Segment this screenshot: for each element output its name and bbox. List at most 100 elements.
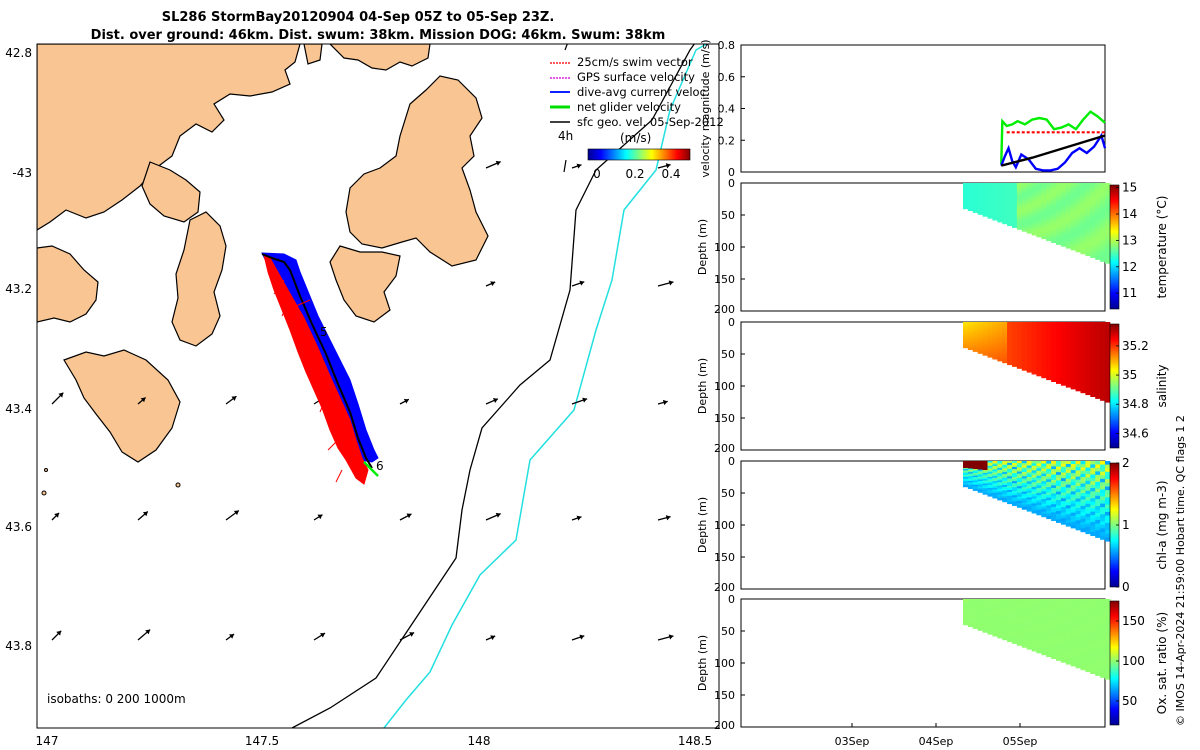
section-cell [1007, 624, 1013, 627]
section-cell [1100, 336, 1106, 341]
section-cell [1070, 626, 1076, 630]
section-cell [1085, 219, 1091, 224]
section-cell [1070, 340, 1076, 344]
section-cell [1031, 599, 1037, 602]
section-cell [1080, 344, 1086, 349]
velocity-series-line [1000, 134, 1106, 167]
section-cell [987, 602, 993, 605]
section-cell [1041, 327, 1047, 331]
section-cell [1051, 477, 1057, 481]
section-cell [987, 467, 993, 470]
section-cell [1085, 510, 1091, 515]
section-cell [1021, 463, 1028, 466]
section-cell [1070, 198, 1076, 202]
section-cell [1026, 360, 1032, 364]
section-cell [1105, 248, 1111, 253]
section-cell [1002, 492, 1008, 495]
section-cell [1051, 207, 1057, 211]
section-cell [1021, 343, 1028, 347]
section-cell [1095, 367, 1101, 372]
section-cell [982, 600, 988, 603]
section-cell [1021, 607, 1028, 611]
section-cell [977, 465, 983, 468]
section-cell [1007, 322, 1013, 325]
section-cell [1080, 663, 1086, 667]
section-cell [1021, 493, 1028, 497]
section-cell [1105, 482, 1111, 487]
section-cell [1065, 464, 1072, 468]
geo-velocity-arrow [399, 398, 410, 405]
section-cell [1085, 192, 1091, 197]
section-cell [1036, 370, 1042, 374]
section-cell [1056, 324, 1062, 329]
section-cell [1105, 190, 1111, 195]
section-cell [997, 209, 1003, 212]
depth-ytick: 50 [721, 348, 735, 361]
section-cell [997, 346, 1003, 349]
section-cell [977, 617, 983, 620]
section-cell [1026, 614, 1032, 618]
legend-item-geo: sfc geo. vel. 05-Sep-2012 [550, 115, 724, 129]
section-cell [963, 187, 969, 190]
section-cell [1036, 623, 1042, 627]
section-cell [977, 483, 983, 486]
section-cell [1105, 398, 1111, 403]
section-cell [977, 607, 983, 610]
geo-velocity-arrow [571, 634, 585, 641]
section-cell [1080, 656, 1086, 661]
section-cell [1012, 340, 1018, 343]
section-cell [1105, 471, 1111, 477]
section-cell [1080, 518, 1086, 523]
section-cell [1031, 359, 1037, 363]
section-cell [1095, 461, 1101, 466]
section-cell [1085, 651, 1091, 656]
section-cell [1046, 222, 1052, 226]
section-cell [1065, 333, 1072, 338]
section-cell [977, 340, 983, 343]
section-cell [1075, 464, 1081, 468]
section-cell [1060, 185, 1067, 190]
section-cell [963, 322, 969, 324]
section-cell [1105, 479, 1111, 484]
section-cell [1007, 337, 1013, 340]
section-cell [997, 322, 1003, 325]
section-cell [1060, 336, 1067, 340]
section-cell [1080, 631, 1086, 635]
section-cell [1041, 599, 1047, 603]
section-cell [963, 190, 969, 192]
section-cell [1105, 664, 1111, 669]
section-cell [1085, 212, 1091, 217]
section-cell [1016, 607, 1023, 611]
section-cell [977, 469, 983, 472]
section-cell [1036, 633, 1042, 637]
section-cell [1026, 501, 1032, 505]
section-cell [1105, 668, 1111, 673]
section-cell [972, 479, 979, 482]
section-cell [997, 496, 1003, 499]
section-cell [1095, 196, 1101, 201]
section-cell [1012, 348, 1018, 351]
section-cell [1031, 477, 1037, 481]
section-cell [1021, 498, 1028, 501]
section-cell [1105, 501, 1111, 506]
section-cell [1026, 601, 1032, 605]
section-cell [1105, 468, 1111, 473]
section-cell [1070, 328, 1076, 332]
section-cell [1002, 472, 1008, 475]
section-cell [997, 461, 1003, 464]
section-cell [1056, 188, 1062, 192]
section-cell [972, 343, 979, 346]
section-cell [972, 470, 979, 473]
section-cell [1080, 218, 1086, 223]
section-cell [1100, 236, 1106, 241]
land-masses [37, 44, 489, 463]
section-cell [972, 482, 979, 485]
section-cell [982, 193, 988, 196]
section-cell [1046, 324, 1052, 328]
section-cell [967, 196, 974, 199]
section-cell [1090, 345, 1096, 350]
geo-velocity-arrow [51, 630, 62, 641]
section-cell [1002, 494, 1008, 497]
geo-velocity-arrow [51, 392, 64, 405]
